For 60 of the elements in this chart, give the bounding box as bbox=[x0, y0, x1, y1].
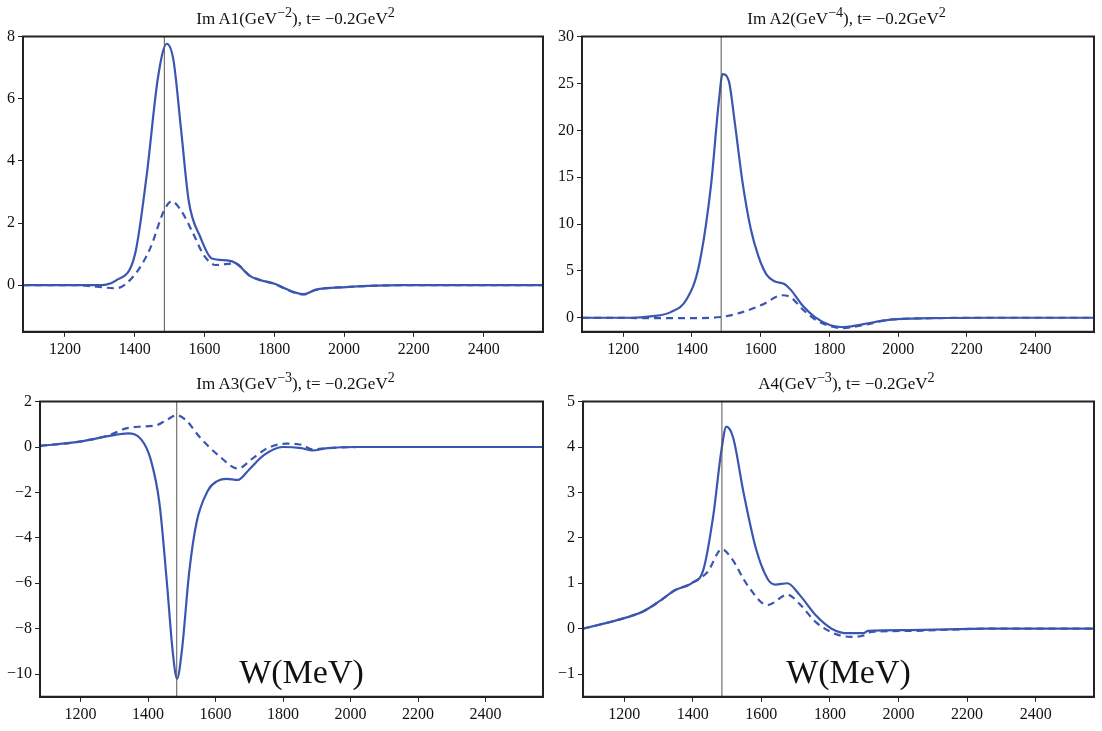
y-tick-label: 8 bbox=[7, 26, 15, 44]
y-tick-label: −6 bbox=[14, 573, 33, 591]
x-tick-label: 2400 bbox=[1019, 704, 1052, 722]
x-tick-label: 1800 bbox=[813, 339, 846, 357]
chart-title: Im A1(GeV$^{−2}$), t= −0.2GeV$^{2}$ bbox=[195, 3, 396, 28]
y-tick-label: 0 bbox=[567, 618, 576, 636]
y-tick-label: 4 bbox=[567, 437, 576, 455]
y-tick-label: 4 bbox=[7, 151, 15, 169]
y-tick-label: 30 bbox=[558, 26, 574, 44]
y-tick-label: −8 bbox=[14, 618, 33, 636]
y-tick-label: 5 bbox=[567, 391, 576, 409]
x-tick-label: 1400 bbox=[132, 704, 165, 722]
x-tick-label: 1200 bbox=[608, 704, 641, 722]
y-tick-label: 0 bbox=[7, 275, 15, 293]
y-tick-label: 2 bbox=[567, 528, 576, 546]
x-axis-title: W(MeV) bbox=[239, 652, 364, 691]
y-tick-label: 0 bbox=[24, 437, 33, 455]
chart-title: A4(GeV$^{−3}$), t= −0.2GeV$^{2}$ bbox=[757, 368, 936, 393]
x-tick-label: 1400 bbox=[675, 339, 708, 357]
y-tick-label: 2 bbox=[7, 213, 15, 231]
y-tick-label: −4 bbox=[14, 528, 33, 546]
x-tick-label: 1800 bbox=[267, 704, 300, 722]
x-tick-label: 2400 bbox=[469, 704, 502, 722]
y-tick-label: 5 bbox=[566, 261, 574, 279]
x-tick-label: 2000 bbox=[882, 339, 915, 357]
chart-title: Im A3(GeV$^{−3}$), t= −0.2GeV$^{2}$ bbox=[195, 368, 396, 393]
x-tick-label: 2400 bbox=[467, 339, 500, 357]
x-tick-label: 1600 bbox=[744, 339, 777, 357]
x-tick-label: 2000 bbox=[328, 339, 361, 357]
y-tick-label: 2 bbox=[24, 391, 33, 409]
y-tick-label: 15 bbox=[558, 167, 574, 185]
y-tick-label: 3 bbox=[567, 482, 576, 500]
y-tick-label: −2 bbox=[14, 482, 33, 500]
x-tick-label: 2200 bbox=[397, 339, 430, 357]
x-axis-title: W(MeV) bbox=[786, 652, 911, 691]
y-tick-label: −10 bbox=[6, 664, 33, 682]
x-tick-label: 2200 bbox=[402, 704, 435, 722]
y-tick-label: 1 bbox=[567, 573, 576, 591]
x-tick-label: 1400 bbox=[676, 704, 709, 722]
x-tick-label: 2000 bbox=[334, 704, 367, 722]
y-tick-label: 10 bbox=[558, 214, 574, 232]
x-tick-label: 1200 bbox=[64, 704, 97, 722]
x-tick-label: 1800 bbox=[813, 704, 846, 722]
y-tick-label: 0 bbox=[566, 307, 574, 325]
x-tick-label: 2200 bbox=[950, 339, 983, 357]
x-tick-label: 1600 bbox=[199, 704, 232, 722]
x-tick-label: 1800 bbox=[258, 339, 291, 357]
y-tick-label: −1 bbox=[557, 664, 576, 682]
chart-title: Im A2(GeV$^{−4}$), t= −0.2GeV$^{2}$ bbox=[746, 3, 947, 28]
y-tick-label: 25 bbox=[558, 73, 574, 91]
y-tick-label: 20 bbox=[558, 120, 574, 138]
x-tick-label: 2000 bbox=[882, 704, 915, 722]
x-tick-label: 1600 bbox=[745, 704, 778, 722]
x-tick-label: 1200 bbox=[607, 339, 640, 357]
x-tick-label: 2400 bbox=[1019, 339, 1052, 357]
x-tick-label: 2200 bbox=[951, 704, 984, 722]
x-tick-label: 1600 bbox=[188, 339, 221, 357]
x-tick-label: 1200 bbox=[48, 339, 81, 357]
x-tick-label: 1400 bbox=[118, 339, 151, 357]
y-tick-label: 6 bbox=[7, 88, 15, 106]
